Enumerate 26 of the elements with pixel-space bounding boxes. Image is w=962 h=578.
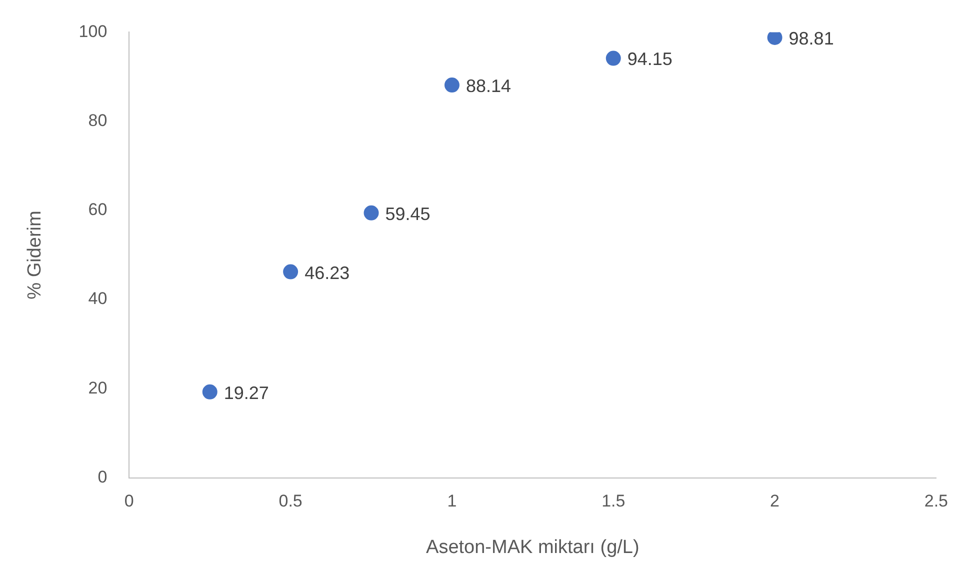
x-tick-label: 0.5 bbox=[278, 492, 302, 511]
x-tick-label: 2.5 bbox=[924, 492, 948, 511]
y-tick-label: 60 bbox=[88, 200, 108, 220]
y-axis-title: % Giderim bbox=[24, 210, 46, 300]
point bbox=[364, 205, 379, 220]
x-axis-title: Aseton-MAK miktarı (g/L) bbox=[426, 536, 640, 558]
y-tick-label: 100 bbox=[78, 22, 108, 41]
data-label: 98.81 bbox=[788, 28, 834, 48]
data-label: 94.15 bbox=[627, 49, 672, 70]
y-tick-label: 80 bbox=[88, 111, 108, 130]
data-label: 19.27 bbox=[224, 382, 269, 403]
x-tick-label: 2 bbox=[770, 492, 780, 511]
x-tick-label: 1.5 bbox=[602, 492, 626, 511]
x-tick-label: 0 bbox=[124, 492, 134, 511]
point bbox=[606, 50, 621, 66]
x-tick-label: 1 bbox=[447, 492, 457, 511]
point bbox=[767, 32, 782, 46]
point bbox=[444, 78, 460, 93]
y-tick-label: 40 bbox=[88, 289, 108, 308]
y-tick-label: 20 bbox=[88, 378, 108, 398]
point bbox=[202, 384, 218, 400]
y-tick-label: 0 bbox=[98, 467, 108, 486]
data-label: 59.45 bbox=[385, 204, 430, 224]
data-label: 88.14 bbox=[466, 76, 512, 96]
data-label: 46.23 bbox=[304, 262, 350, 283]
point bbox=[283, 264, 298, 280]
